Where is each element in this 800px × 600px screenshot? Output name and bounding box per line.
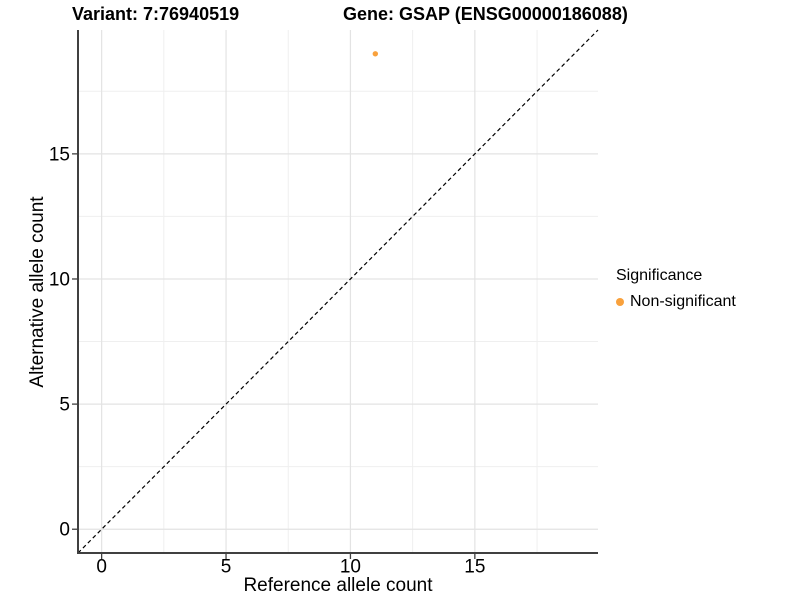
- legend-item-non-significant: Non-significant: [616, 293, 736, 311]
- axis-lines: [77, 30, 598, 554]
- legend-point-swatch: [616, 298, 624, 306]
- data-points: [372, 51, 379, 57]
- axis-tick-marks: [72, 153, 476, 559]
- scatter-point: [372, 51, 379, 57]
- svg-text:0: 0: [59, 520, 70, 541]
- y-tick-labels: 0 5 10 15: [49, 144, 70, 540]
- y-axis-title: Alternative allele count: [27, 196, 48, 388]
- legend: Significance Non-significant: [616, 266, 736, 311]
- grid-major-lines: [78, 30, 598, 553]
- svg-text:0: 0: [96, 557, 107, 578]
- svg-text:10: 10: [49, 269, 70, 290]
- legend-title: Significance: [616, 267, 703, 284]
- legend-item-label: Non-significant: [630, 293, 736, 310]
- svg-text:5: 5: [221, 557, 232, 578]
- svg-text:10: 10: [340, 557, 361, 578]
- svg-text:5: 5: [59, 395, 70, 416]
- identity-line: [77, 29, 599, 554]
- x-tick-labels: 0 5 10 15: [96, 557, 485, 578]
- variant-title: Variant: 7:76940519: [72, 4, 240, 24]
- svg-text:15: 15: [464, 557, 485, 578]
- svg-text:15: 15: [49, 144, 70, 165]
- gene-title: Gene: GSAP (ENSG00000186088): [343, 4, 628, 24]
- x-axis-title: Reference allele count: [243, 575, 433, 596]
